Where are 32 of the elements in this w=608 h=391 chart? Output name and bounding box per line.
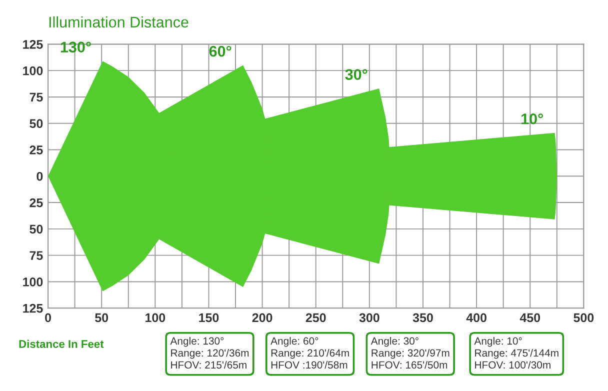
x-tick-label: 300 [359, 313, 380, 322]
y-tick-label: 100 [23, 66, 43, 76]
y-tick-label: 25 [30, 198, 43, 208]
x-tick-label: 500 [574, 313, 594, 322]
x-tick-label: 200 [252, 313, 272, 322]
x-axis-title: Distance In Feet [19, 340, 104, 348]
x-tick-label: 450 [520, 313, 540, 322]
y-tick-label: 75 [30, 251, 43, 260]
y-tick-label: 50 [30, 119, 43, 128]
text: Angle: 130° Range: 120'/36m HFOV: 215'/65m [170, 337, 249, 369]
chart-title: Illumination Distance [49, 16, 188, 28]
y-tick-label: 0 [36, 172, 43, 181]
y-tick-label: 25 [30, 146, 43, 154]
y-tick-label: 50 [30, 224, 43, 234]
series-label: 30° [345, 69, 368, 80]
x-tick-label: 100 [146, 313, 166, 322]
x-tick-label: 150 [199, 313, 219, 322]
x-tick-label: 400 [466, 313, 486, 322]
x-tick-label: 50 [95, 313, 108, 322]
text: Angle: 30° Range: 320'/97m HFOV: 165'/50m [370, 337, 450, 369]
text: Angle: 60° Range: 210'/64m HFOV :190'/58m [270, 337, 349, 369]
text: Angle: 10° Range: 475'/144m HFOV: 100'/30m [474, 337, 558, 369]
y-tick-label: 125 [23, 304, 43, 313]
series-label: 130° [60, 42, 91, 53]
x-tick-label: 0 [45, 313, 51, 322]
x-tick-label: 350 [412, 313, 433, 322]
y-tick-label: 75 [30, 92, 43, 102]
y-tick-label: 125 [23, 40, 43, 49]
y-tick-label: 100 [23, 278, 43, 286]
series-label: 10° [522, 113, 543, 124]
x-tick-label: 250 [306, 313, 326, 322]
series-label: 60° [209, 46, 232, 57]
